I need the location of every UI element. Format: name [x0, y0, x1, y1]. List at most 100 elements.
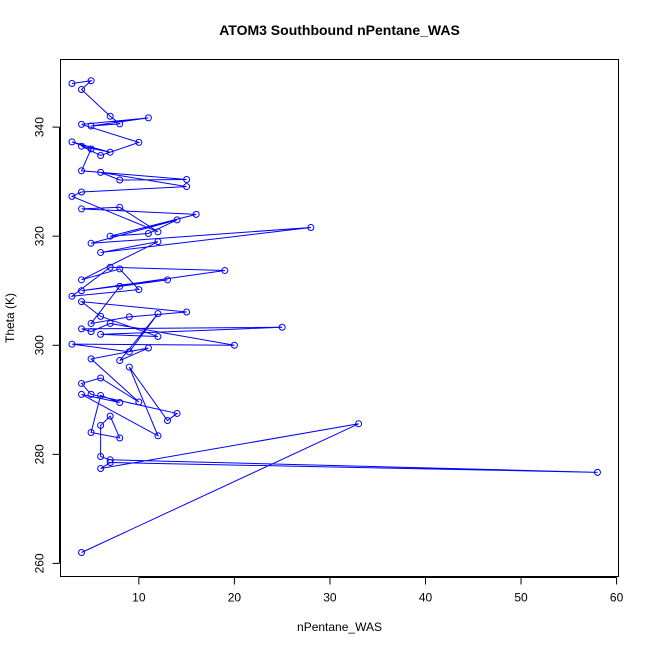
y-tick-label: 280	[33, 444, 47, 464]
data-point	[144, 344, 152, 352]
data-point	[97, 421, 105, 429]
x-axis-label: nPentane_WAS	[297, 620, 382, 634]
data-point	[87, 390, 95, 398]
data-point	[144, 229, 152, 237]
data-point	[116, 265, 124, 273]
data-point	[78, 325, 86, 333]
data-point	[173, 409, 181, 417]
data-point	[97, 151, 105, 159]
data-point	[97, 374, 105, 382]
y-axis: 260 280 300 320 340	[33, 117, 60, 573]
data-point	[116, 434, 124, 442]
data-point	[97, 391, 105, 399]
data-point	[106, 319, 114, 327]
chart-title: ATOM3 Southbound nPentane_WAS	[219, 22, 460, 38]
data-point	[183, 175, 191, 183]
x-tick-label: 40	[419, 591, 433, 605]
data-point	[87, 355, 95, 363]
y-tick-label: 300	[33, 335, 47, 355]
data-point	[154, 228, 162, 236]
data-point	[154, 238, 162, 246]
x-tick-label: 50	[514, 591, 528, 605]
data-point	[164, 276, 172, 284]
y-tick-label: 340	[33, 117, 47, 137]
data-point	[87, 122, 95, 130]
data-point	[87, 145, 95, 153]
data-point	[97, 249, 105, 257]
data-point	[87, 319, 95, 327]
y-tick-label: 320	[33, 226, 47, 246]
data-point	[183, 308, 191, 316]
data-point	[97, 312, 105, 320]
data-point	[87, 328, 95, 336]
data-point	[68, 138, 76, 146]
data-point	[135, 286, 143, 294]
data-point	[87, 239, 95, 247]
plot-frame	[60, 59, 619, 577]
data-point	[173, 216, 181, 224]
data-point	[106, 232, 114, 240]
data-point	[87, 77, 95, 85]
data-point	[68, 292, 76, 300]
data-point	[78, 120, 86, 128]
data-point	[307, 223, 315, 231]
data-point	[78, 167, 86, 175]
data-point	[78, 298, 86, 306]
data-point	[183, 183, 191, 191]
data-point	[230, 341, 238, 349]
x-tick-label: 60	[610, 591, 624, 605]
data-point	[593, 468, 601, 476]
x-axis: 10 20 30 40 50 60	[132, 577, 624, 605]
data-point	[106, 456, 114, 464]
data-point	[78, 287, 86, 295]
data-point	[154, 310, 162, 318]
data-point	[78, 188, 86, 196]
data-point	[78, 276, 86, 284]
x-tick-label: 10	[132, 591, 146, 605]
data-point	[78, 142, 86, 150]
data-point	[125, 363, 133, 371]
data-point	[106, 112, 114, 120]
data-point	[97, 453, 105, 461]
y-axis-label: Theta (K)	[3, 293, 17, 343]
data-point	[192, 210, 200, 218]
data-point	[78, 205, 86, 213]
data-point	[78, 549, 86, 556]
data-point	[106, 148, 114, 156]
data-point	[278, 323, 286, 331]
data-point	[106, 459, 114, 467]
data-point	[125, 348, 133, 356]
data-point	[116, 357, 124, 365]
data-point	[154, 432, 162, 440]
data-point	[116, 203, 124, 211]
data-point	[125, 313, 133, 321]
data-point	[106, 263, 114, 271]
y-tick-label: 260	[33, 553, 47, 573]
series-layer	[68, 77, 601, 556]
data-point	[116, 120, 124, 128]
data-point	[97, 465, 105, 473]
data-point	[106, 412, 114, 420]
series-line	[70, 80, 598, 553]
data-point	[78, 390, 86, 398]
data-point	[164, 417, 172, 425]
data-point	[68, 80, 76, 87]
data-point	[68, 340, 76, 348]
data-point	[87, 429, 95, 437]
data-point	[97, 330, 105, 338]
data-point	[116, 282, 124, 290]
data-point	[135, 138, 143, 146]
data-point	[97, 168, 105, 176]
data-point	[68, 192, 76, 200]
x-tick-label: 20	[228, 591, 242, 605]
data-point	[221, 267, 229, 275]
data-point	[355, 420, 363, 428]
data-point	[135, 398, 143, 406]
data-point	[154, 333, 162, 341]
data-point	[78, 379, 86, 387]
data-point	[116, 399, 124, 407]
data-point	[144, 114, 152, 122]
data-point	[78, 85, 86, 93]
data-point	[116, 176, 124, 184]
